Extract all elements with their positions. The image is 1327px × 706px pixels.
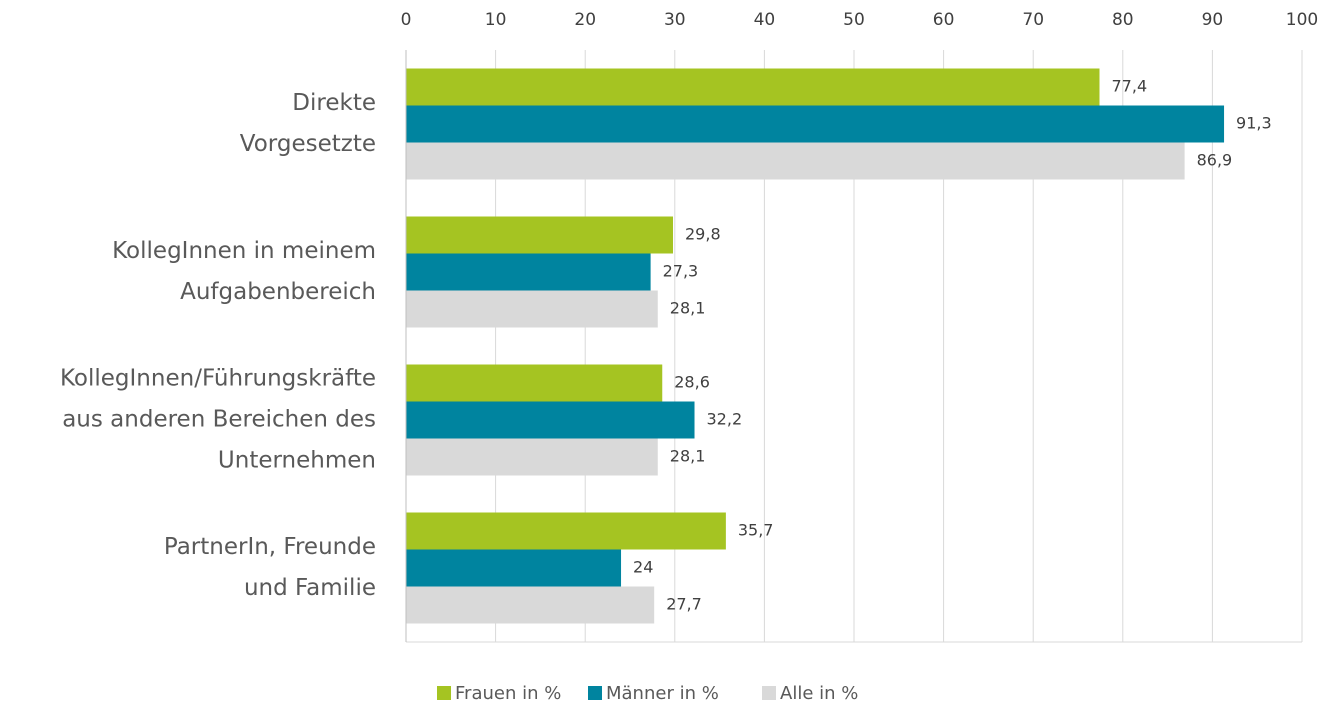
bar [406, 364, 663, 402]
x-tick-label: 20 [574, 10, 596, 30]
data-label: 35,7 [738, 521, 774, 540]
bar [406, 586, 655, 624]
x-tick-label: 60 [933, 10, 955, 30]
x-tick-label: 0 [401, 10, 412, 30]
x-tick-label: 40 [754, 10, 776, 30]
x-tick-label: 80 [1112, 10, 1134, 30]
data-label: 24 [633, 558, 653, 577]
y-tick-label: Aufgabenbereich [180, 279, 376, 305]
bar [406, 216, 674, 254]
bar [406, 549, 622, 587]
x-tick-label: 50 [843, 10, 865, 30]
data-label: 86,9 [1197, 151, 1233, 170]
y-tick-label: und Familie [244, 575, 376, 601]
bar [406, 142, 1185, 180]
x-tick-label: 70 [1022, 10, 1044, 30]
bar [406, 401, 695, 439]
bar [406, 253, 651, 291]
bar [406, 512, 726, 550]
data-label: 29,8 [685, 225, 721, 244]
bar [406, 68, 1100, 106]
data-label: 28,1 [670, 299, 706, 318]
y-tick-label: PartnerIn, Freunde [164, 534, 376, 560]
legend-swatch [437, 686, 451, 700]
legend-label: Männer in % [606, 683, 719, 704]
y-tick-label: Unternehmen [218, 448, 376, 474]
x-tick-label: 10 [485, 10, 507, 30]
y-tick-label: Vorgesetzte [240, 131, 376, 157]
x-tick-label: 30 [664, 10, 686, 30]
legend-swatch [762, 686, 776, 700]
data-label: 27,7 [666, 595, 702, 614]
bar [406, 105, 1225, 143]
legend-label: Frauen in % [455, 683, 561, 704]
data-label: 77,4 [1112, 77, 1148, 96]
legend-swatch [588, 686, 602, 700]
data-label: 28,6 [674, 373, 710, 392]
data-label: 32,2 [707, 410, 743, 429]
bar [406, 290, 658, 328]
bar [406, 438, 658, 476]
legend-label: Alle in % [780, 683, 858, 704]
x-tick-label: 90 [1202, 10, 1224, 30]
y-tick-label: KollegInnen/Führungskräfte [60, 366, 376, 392]
y-tick-label: KollegInnen in meinem [112, 238, 376, 264]
y-tick-label: aus anderen Bereichen des [62, 407, 376, 433]
x-tick-label: 100 [1286, 10, 1318, 30]
data-label: 28,1 [670, 447, 706, 466]
y-tick-label: Direkte [292, 90, 376, 116]
data-label: 91,3 [1236, 114, 1272, 133]
data-label: 27,3 [663, 262, 699, 281]
